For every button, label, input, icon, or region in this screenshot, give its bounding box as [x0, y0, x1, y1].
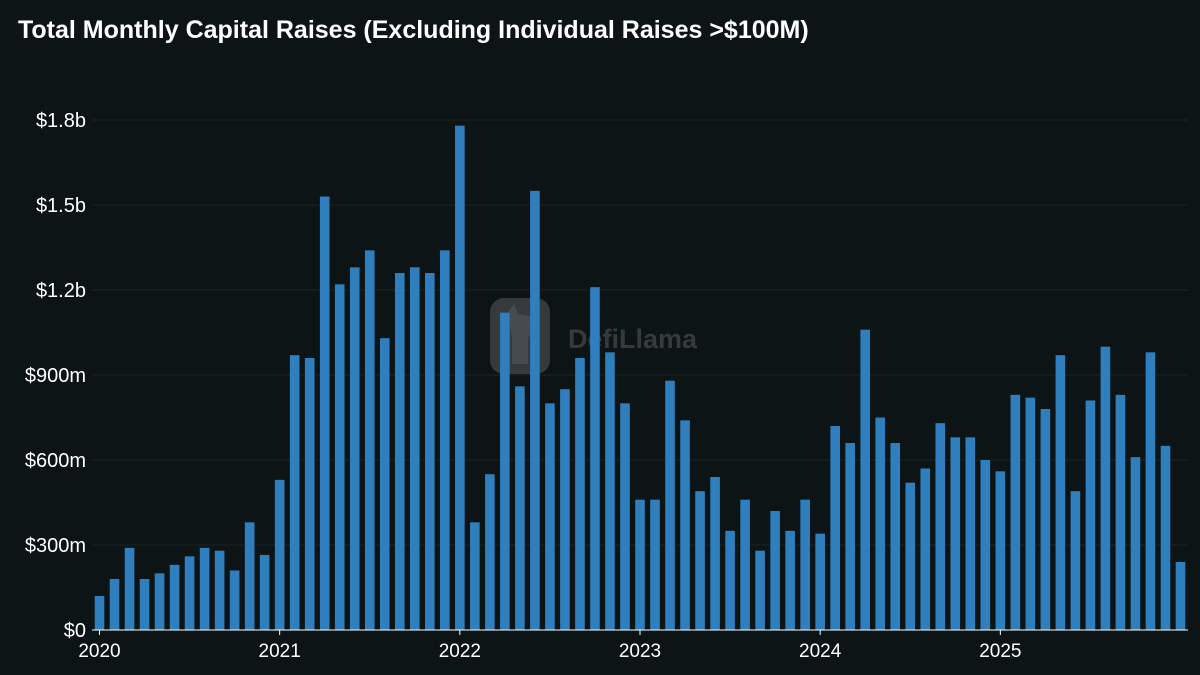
- llama-head-icon: [508, 304, 534, 364]
- bar[interactable]: [1040, 409, 1051, 630]
- bar[interactable]: [935, 423, 946, 630]
- y-tick-label: $1.5b: [36, 195, 86, 217]
- bar[interactable]: [470, 522, 480, 630]
- bar[interactable]: [515, 386, 525, 630]
- bar[interactable]: [590, 287, 600, 630]
- bar[interactable]: [530, 190, 540, 630]
- bar[interactable]: [379, 338, 390, 630]
- y-tick-label: $0: [64, 620, 86, 642]
- bar[interactable]: [455, 125, 465, 631]
- bar[interactable]: [725, 530, 735, 630]
- bar[interactable]: [890, 443, 901, 630]
- bar[interactable]: [710, 477, 720, 630]
- bar[interactable]: [995, 471, 1006, 630]
- bar[interactable]: [830, 426, 840, 630]
- bar[interactable]: [244, 522, 255, 630]
- bar[interactable]: [605, 352, 615, 630]
- x-tick-label: 2022: [439, 641, 481, 662]
- bar[interactable]: [575, 358, 585, 630]
- bar[interactable]: [425, 273, 435, 630]
- bar[interactable]: [680, 420, 690, 630]
- bar[interactable]: [169, 564, 180, 630]
- x-tick-label: 2023: [619, 641, 661, 662]
- bar[interactable]: [154, 573, 165, 630]
- bar[interactable]: [1175, 562, 1186, 630]
- bar[interactable]: [1160, 445, 1171, 630]
- bar[interactable]: [650, 499, 660, 630]
- bar[interactable]: [1055, 355, 1066, 630]
- bar[interactable]: [274, 479, 285, 630]
- y-tick-label: $900m: [25, 365, 86, 387]
- y-tick-label: $1.2b: [36, 280, 86, 302]
- x-tick-label: 2024: [799, 641, 842, 662]
- bar[interactable]: [980, 460, 991, 630]
- bar[interactable]: [695, 491, 705, 630]
- x-axis: 2020 2021 2022 2023 2024 2025: [78, 629, 1188, 662]
- bar[interactable]: [440, 250, 450, 630]
- bar[interactable]: [214, 550, 225, 630]
- y-tick-label: $1.8b: [36, 110, 86, 132]
- bar[interactable]: [334, 284, 345, 630]
- y-tick-label: $600m: [25, 450, 86, 472]
- bar[interactable]: [770, 511, 780, 630]
- bar[interactable]: [349, 267, 360, 630]
- bar[interactable]: [1130, 457, 1141, 630]
- bar[interactable]: [635, 499, 645, 630]
- bar[interactable]: [800, 499, 810, 630]
- bar[interactable]: [1010, 394, 1021, 630]
- y-tick-label: $300m: [25, 535, 86, 557]
- bar[interactable]: [109, 579, 120, 630]
- bar[interactable]: [124, 547, 135, 630]
- bar[interactable]: [1145, 352, 1156, 630]
- bar[interactable]: [875, 417, 886, 631]
- bar[interactable]: [289, 355, 300, 630]
- bar[interactable]: [545, 403, 555, 630]
- bar[interactable]: [755, 550, 765, 630]
- bar[interactable]: [920, 468, 931, 631]
- bar[interactable]: [139, 579, 150, 630]
- y-axis: $0 $300m $600m $900m $1.2b $1.5b $1.8b: [25, 110, 86, 642]
- bar[interactable]: [184, 556, 195, 630]
- x-tick-label: 2025: [979, 641, 1021, 662]
- bar[interactable]: [1070, 491, 1081, 630]
- x-tick-label: 2021: [259, 641, 301, 662]
- bar[interactable]: [409, 267, 420, 630]
- x-tick-label: 2020: [78, 641, 120, 662]
- bar[interactable]: [485, 474, 495, 630]
- watermark-text: DefiLlama: [568, 324, 698, 354]
- bar[interactable]: [199, 547, 210, 630]
- bar[interactable]: [965, 437, 976, 630]
- bar[interactable]: [845, 443, 855, 630]
- bar[interactable]: [364, 250, 375, 630]
- bar[interactable]: [1100, 346, 1111, 630]
- bars-group: [94, 125, 1186, 631]
- bar[interactable]: [500, 312, 510, 630]
- bar[interactable]: [259, 554, 270, 630]
- bar[interactable]: [740, 499, 750, 630]
- bar[interactable]: [394, 273, 405, 630]
- bar[interactable]: [815, 533, 825, 630]
- bar[interactable]: [860, 329, 871, 630]
- bar[interactable]: [620, 403, 630, 630]
- bar[interactable]: [319, 196, 330, 631]
- bar[interactable]: [950, 437, 961, 630]
- bar[interactable]: [1085, 400, 1096, 631]
- chart-title: Total Monthly Capital Raises (Excluding …: [18, 16, 809, 44]
- bar[interactable]: [665, 380, 675, 630]
- bar[interactable]: [229, 570, 240, 631]
- bar[interactable]: [1115, 394, 1126, 630]
- bar[interactable]: [785, 530, 795, 630]
- bar[interactable]: [1025, 397, 1036, 630]
- bar[interactable]: [905, 482, 916, 630]
- bar[interactable]: [304, 358, 315, 630]
- bar[interactable]: [94, 596, 105, 630]
- bar[interactable]: [560, 389, 570, 630]
